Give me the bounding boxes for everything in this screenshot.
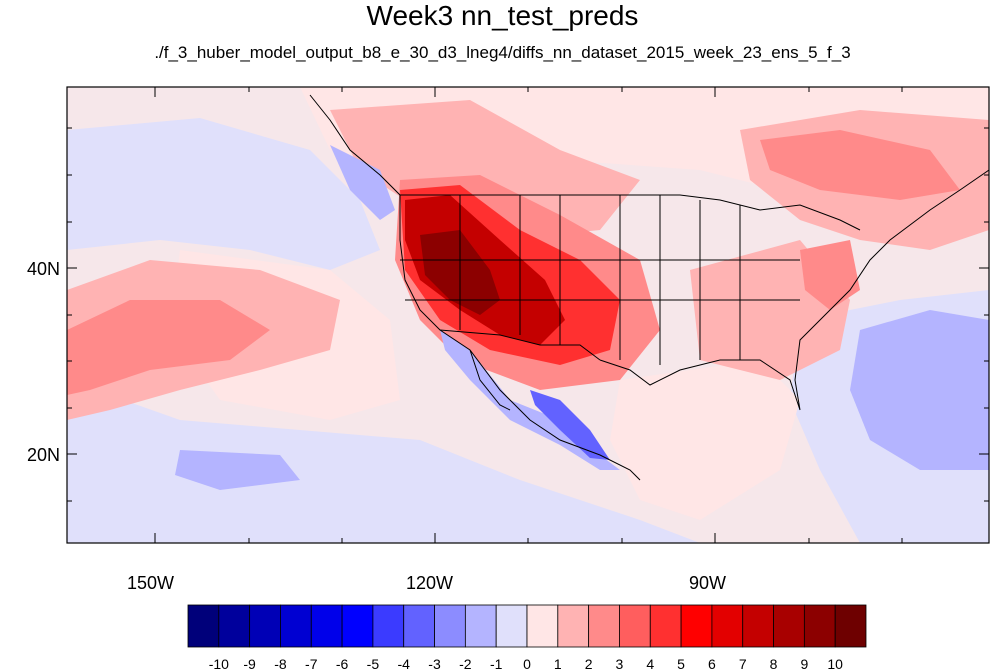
colorbar-swatch [249,604,281,648]
colorbar-swatch [310,604,343,648]
colorbar-tick-label: 10 [827,656,843,672]
colorbar-swatch [526,604,559,648]
hudson-mid-red-region [760,130,960,200]
map-subtitle: ./f_3_huber_model_output_b8_e_30_d3_lneg… [154,43,851,62]
contour-field [67,87,989,543]
colorbar-swatch [803,604,836,648]
colorbar-tick-label: 0 [523,656,531,672]
colorbar-tick-label: -8 [274,656,287,672]
colorbar-swatch [588,604,620,648]
south-pacific-light-blue-region [67,380,700,543]
north-america-coastline [309,94,989,481]
colorbar-tick-label: -10 [208,656,229,672]
colorbar-tick-label: 9 [800,656,809,672]
colorbar-tick-label: -1 [489,656,503,672]
lon-label-150w: 150W [127,573,175,593]
colorbar-tick-label: -5 [366,656,380,672]
colorbar-swatch [711,604,744,648]
colorbar-swatch [434,604,466,648]
south-pacific-blue-patch [175,450,300,490]
colorbar-tick-label: 2 [584,656,593,672]
colorbar-tick-label: 5 [677,656,685,672]
colorbar [187,604,867,648]
colorbar-swatch [742,604,774,648]
mexico-deep-blue-region [530,390,610,460]
axis-ticks [67,87,989,543]
colorbar-swatch [341,604,374,648]
us-mexico-border [439,329,601,361]
colorbar-swatch [557,604,590,648]
midatlantic-mid-red-region [800,240,860,310]
colorbar-swatch [218,604,251,648]
colorbar-tick-label: 8 [769,656,778,672]
colorbar-tick-label: -9 [243,656,256,672]
map-title: Week3 nn_test_preds [366,0,639,31]
colorbar-swatch [464,604,497,648]
colorbar-swatch [619,604,651,648]
canada-light-red-region [330,100,640,240]
colorbar-swatch [372,604,405,648]
colorbar-tick-label: -2 [459,656,472,672]
colorbar-swatch [280,604,312,648]
coastlines-and-borders [309,94,989,481]
colorbar-tick-label: -6 [335,656,349,672]
pacific-light-blue-region [67,118,380,270]
lon-label-120w: 120W [406,573,454,593]
lat-label-20n: 20N [27,445,61,465]
lon-label-90w: 90W [689,573,727,593]
atlantic-blue-region [850,310,989,470]
colorbar-swatch [834,604,867,648]
colorbar-swatch [403,604,435,648]
us-canada-border [400,194,861,231]
colorbar-tick-label: -7 [305,656,318,672]
colorbar-swatch [187,604,220,648]
colorbar-tick-label: 6 [708,656,716,672]
colorbar-tick-label: 7 [738,656,747,672]
colorbar-tick-label: -4 [397,656,410,672]
colorbar-tick-label: 1 [553,656,562,672]
cascadia-blue-strip [330,145,395,220]
colorbar-swatch [773,604,805,648]
colorbar-tick-label: 4 [646,656,655,672]
colorbar-swatch [680,604,713,648]
subtropical-pacific-mid-red-region [67,300,270,395]
colorbar-swatch [649,604,682,648]
state-lines [400,195,800,365]
colorbar-swatch [495,604,528,648]
southeast-pink-region [610,360,800,520]
colorbar-tick-label: 3 [615,656,624,672]
colorbar-tick-label: -3 [428,656,441,672]
lat-label-40n: 40N [27,259,61,279]
